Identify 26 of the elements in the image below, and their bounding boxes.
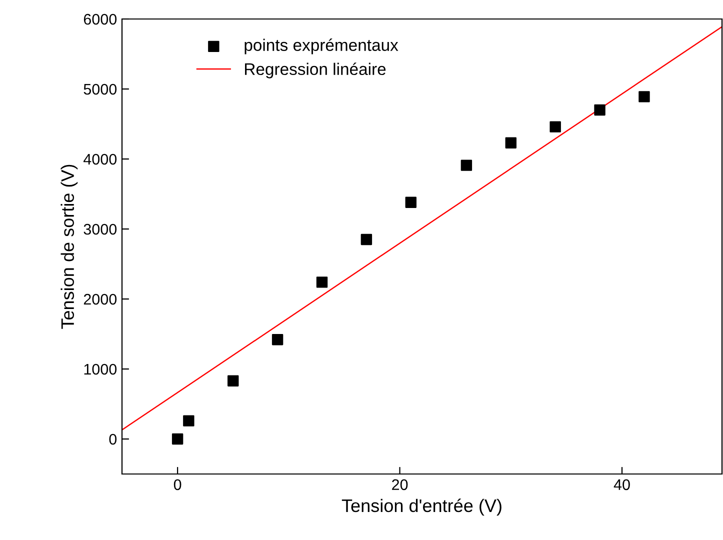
x-tick-label: 40 (614, 479, 630, 490)
y-tick-label: 2000 (84, 294, 117, 305)
point (405, 196, 416, 208)
y-tick-label: 0 (109, 434, 117, 445)
point (172, 433, 184, 445)
y-tick-label: 3000 (84, 224, 117, 235)
point (594, 104, 606, 116)
y-tick-label: 5000 (84, 84, 117, 95)
point (316, 276, 328, 288)
legend-label: points exprémentaux (244, 38, 398, 54)
point (505, 137, 516, 149)
x-tick-label: 0 (174, 479, 182, 490)
point (228, 375, 239, 387)
y-tick-label: 4000 (84, 154, 117, 165)
y-axis-title: Tension de sortie (V) (60, 164, 78, 329)
x-axis-title: Tension d'entrée (V) (342, 498, 502, 516)
x-tick-label: 20 (392, 479, 408, 490)
point (360, 234, 372, 246)
point (460, 160, 472, 171)
point (183, 415, 194, 426)
legend-label: Regression linéaire (245, 62, 386, 78)
y-tick-label: 1000 (84, 364, 117, 375)
y-tick-label: 6000 (84, 14, 117, 25)
point (550, 121, 561, 132)
point (272, 334, 284, 346)
point (638, 91, 650, 102)
